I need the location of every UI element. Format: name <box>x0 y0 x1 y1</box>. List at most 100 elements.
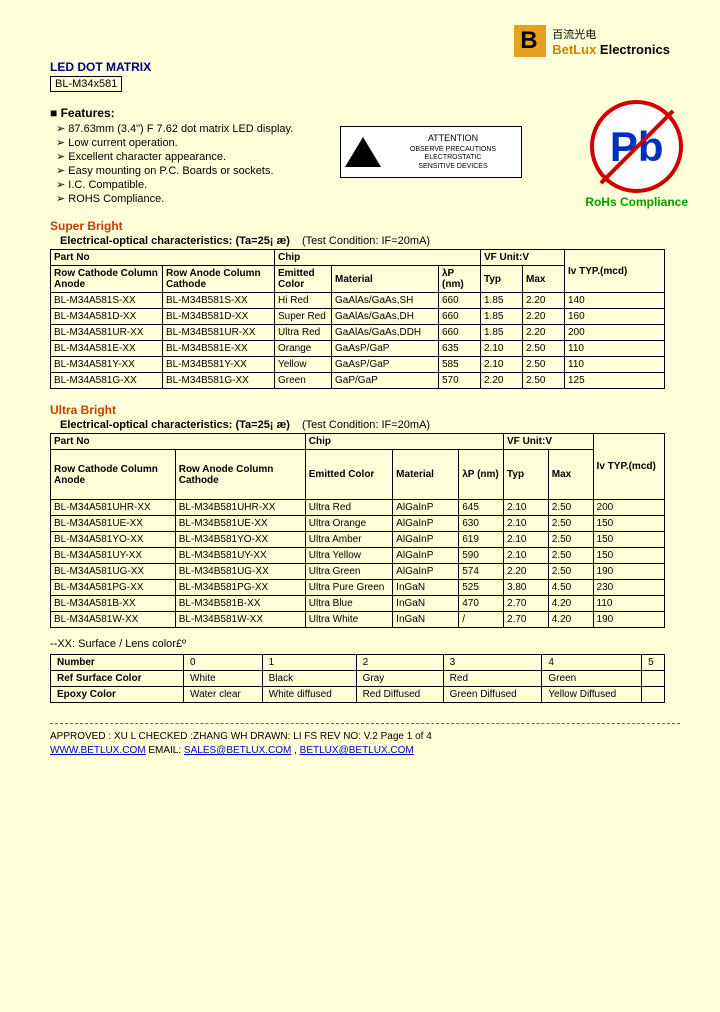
cell-max: 2.50 <box>523 373 565 389</box>
rohs-label: RoHs Compliance <box>585 195 688 209</box>
cell-iv: 200 <box>593 500 664 516</box>
cell-max: 4.20 <box>548 612 593 628</box>
cell-typ: 2.70 <box>504 612 549 628</box>
super-bright-table: Part No Chip VF Unit:V Iv TYP.(mcd) Row … <box>50 249 665 389</box>
th-max: Max <box>523 266 565 293</box>
table-row: BL-M34A581UG-XX BL-M34B581UG-XX Ultra Gr… <box>51 564 665 580</box>
surf-ref <box>642 671 665 687</box>
cell-p1: BL-M34A581E-XX <box>51 341 163 357</box>
cell-p1: BL-M34A581W-XX <box>51 612 176 628</box>
cell-typ: 1.85 <box>481 293 523 309</box>
th-partno: Part No <box>51 250 275 266</box>
cell-lam: 660 <box>439 325 481 341</box>
cell-typ: 2.10 <box>481 357 523 373</box>
cell-max: 2.50 <box>548 548 593 564</box>
cell-max: 2.50 <box>548 532 593 548</box>
cell-p1: BL-M34A581Y-XX <box>51 357 163 373</box>
cell-max: 2.50 <box>548 516 593 532</box>
th-chip: Chip <box>305 434 503 450</box>
table-row: BL-M34A581YO-XX BL-M34B581YO-XX Ultra Am… <box>51 532 665 548</box>
cell-p2: BL-M34B581YO-XX <box>175 532 305 548</box>
th-vf: VF Unit:V <box>481 250 565 266</box>
th-typ: Typ <box>504 450 549 500</box>
super-cond: (Test Condition: IF=20mA) <box>302 235 430 247</box>
cell-typ: 2.10 <box>504 500 549 516</box>
esd-triangle-icon <box>345 137 381 167</box>
cell-iv: 190 <box>593 612 664 628</box>
cell-lam: 635 <box>439 341 481 357</box>
surf-ref: Black <box>262 671 356 687</box>
cell-mat: GaAsP/GaP <box>332 341 439 357</box>
cell-iv: 140 <box>565 293 665 309</box>
ultra-subhead: Electrical-optical characteristics: (Ta=… <box>60 419 290 431</box>
cell-color: Ultra Red <box>275 325 332 341</box>
table-row: BL-M34A581E-XX BL-M34B581E-XX Orange GaA… <box>51 341 665 357</box>
cell-iv: 200 <box>565 325 665 341</box>
cell-max: 2.50 <box>548 500 593 516</box>
cell-typ: 2.10 <box>504 548 549 564</box>
cell-lam: 574 <box>459 564 504 580</box>
surf-epo: White diffused <box>262 687 356 703</box>
logo-cn: 百流光电 <box>552 26 670 42</box>
cell-p2: BL-M34B581UG-XX <box>175 564 305 580</box>
cell-p1: BL-M34A581YO-XX <box>51 532 176 548</box>
footer-url[interactable]: WWW.BETLUX.COM <box>50 745 146 756</box>
cell-lam: / <box>459 612 504 628</box>
th-chip: Chip <box>275 250 481 266</box>
table-row: BL-M34A581UR-XX BL-M34B581UR-XX Ultra Re… <box>51 325 665 341</box>
cell-mat: AlGaInP <box>393 500 459 516</box>
footer-email2[interactable]: BETLUX@BETLUX.COM <box>300 745 414 756</box>
cell-max: 4.20 <box>548 596 593 612</box>
table-row: BL-M34A581UE-XX BL-M34B581UE-XX Ultra Or… <box>51 516 665 532</box>
surf-epo: Water clear <box>184 687 263 703</box>
cell-iv: 150 <box>593 548 664 564</box>
ultra-bright-table: Part No Chip VF Unit:V Iv TYP.(mcd) Row … <box>50 433 665 628</box>
surf-col: 2 <box>356 655 443 671</box>
cell-typ: 2.20 <box>504 564 549 580</box>
cell-color: Hi Red <box>275 293 332 309</box>
cell-mat: AlGaInP <box>393 532 459 548</box>
cell-p2: BL-M34B581E-XX <box>163 341 275 357</box>
table-row: BL-M34A581S-XX BL-M34B581S-XX Hi Red GaA… <box>51 293 665 309</box>
th-mat: Material <box>332 266 439 293</box>
cell-color: Ultra Yellow <box>305 548 392 564</box>
cell-color: Ultra Amber <box>305 532 392 548</box>
th-mat: Material <box>393 450 459 500</box>
cell-lam: 660 <box>439 309 481 325</box>
cell-p2: BL-M34B581Y-XX <box>163 357 275 373</box>
footer-email1[interactable]: SALES@BETLUX.COM <box>184 745 291 756</box>
cell-color: Super Red <box>275 309 332 325</box>
cell-p2: BL-M34B581UE-XX <box>175 516 305 532</box>
cell-mat: GaAsP/GaP <box>332 357 439 373</box>
logo-icon <box>514 25 546 57</box>
cell-lam: 470 <box>459 596 504 612</box>
cell-p2: BL-M34B581UR-XX <box>163 325 275 341</box>
cell-iv: 110 <box>565 341 665 357</box>
company-logo: 百流光电 BetLux Electronics <box>514 25 670 57</box>
surf-col: 3 <box>443 655 542 671</box>
cell-color: Green <box>275 373 332 389</box>
cell-color: Ultra Green <box>305 564 392 580</box>
surf-ref: Gray <box>356 671 443 687</box>
surf-epo: Yellow Diffused <box>542 687 642 703</box>
cell-p1: BL-M34A581PG-XX <box>51 580 176 596</box>
table-row: BL-M34A581UHR-XX BL-M34B581UHR-XX Ultra … <box>51 500 665 516</box>
logo-en1: BetLux <box>552 42 596 57</box>
cell-mat: GaAlAs/GaAs,DDH <box>332 325 439 341</box>
cell-typ: 2.10 <box>481 341 523 357</box>
cell-lam: 585 <box>439 357 481 373</box>
cell-p1: BL-M34A581UR-XX <box>51 325 163 341</box>
cell-typ: 2.10 <box>504 516 549 532</box>
table-row: BL-M34A581D-XX BL-M34B581D-XX Super Red … <box>51 309 665 325</box>
surface-table: Number 0 1 2 3 4 5 Ref Surface Color Whi… <box>50 654 665 703</box>
surf-epo: Red Diffused <box>356 687 443 703</box>
cell-mat: AlGaInP <box>393 516 459 532</box>
ultra-cond: (Test Condition: IF=20mA) <box>302 419 430 431</box>
th-rowa: Row Anode Column Cathode <box>163 266 275 293</box>
th-typ: Typ <box>481 266 523 293</box>
surf-epo <box>642 687 665 703</box>
cell-iv: 110 <box>565 357 665 373</box>
cell-color: Orange <box>275 341 332 357</box>
rohs-badge: Pb RoHs Compliance <box>585 100 688 209</box>
th-rowc: Row Cathode Column Anode <box>51 450 176 500</box>
